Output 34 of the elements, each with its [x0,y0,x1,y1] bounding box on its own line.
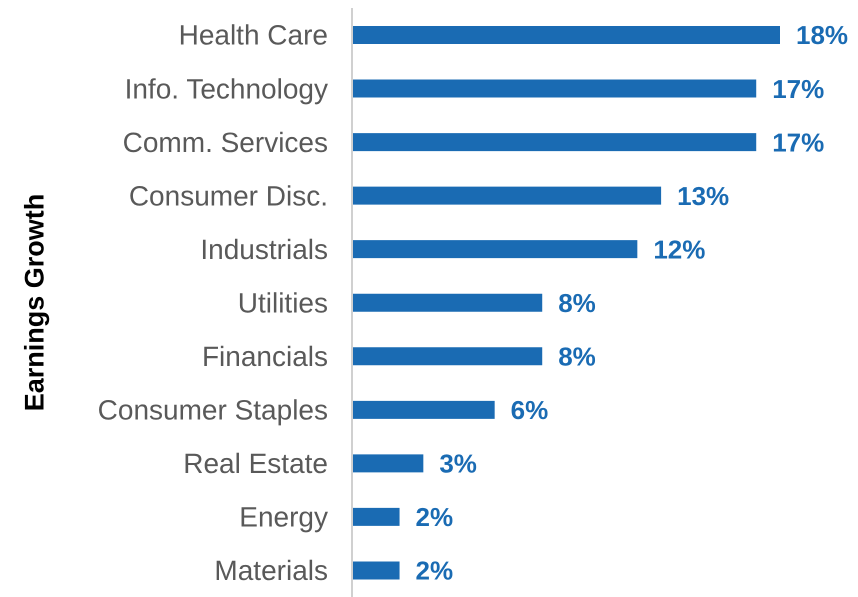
data-label: 3% [439,448,477,479]
y-tick-label: Utilities [238,287,328,318]
data-label: 2% [416,502,454,532]
y-axis-title: Earnings Growth [20,194,50,412]
bar [352,26,780,44]
data-label: 8% [558,288,596,318]
data-label: 6% [510,395,548,426]
y-tick-label: Energy [239,502,328,533]
y-tick-label: Health Care [178,20,328,51]
bar [352,240,638,258]
data-label: 12% [653,234,706,264]
bar [352,400,495,419]
bar [352,133,756,152]
data-label: 18% [796,20,848,50]
y-tick-label: Consumer Staples [98,394,328,426]
bar [352,80,756,98]
bar [352,347,542,366]
data-label: 8% [558,342,596,372]
data-label: 17% [772,127,824,158]
bar [352,186,662,205]
bar [352,561,400,580]
bar [352,454,424,472]
y-tick-label: Consumer Disc. [128,180,328,212]
y-tick-label: Info. Technology [124,73,328,104]
bar [352,508,400,526]
y-tick-label: Materials [214,555,328,586]
y-tick-label: Industrials [200,234,328,265]
data-label: 17% [772,74,824,104]
bar [352,294,542,312]
y-tick-label: Comm. Services [122,126,328,158]
data-label: 2% [416,556,454,586]
data-label: 13% [677,180,730,211]
y-tick-label: Financials [202,340,328,372]
y-tick-label: Real Estate [183,448,328,480]
